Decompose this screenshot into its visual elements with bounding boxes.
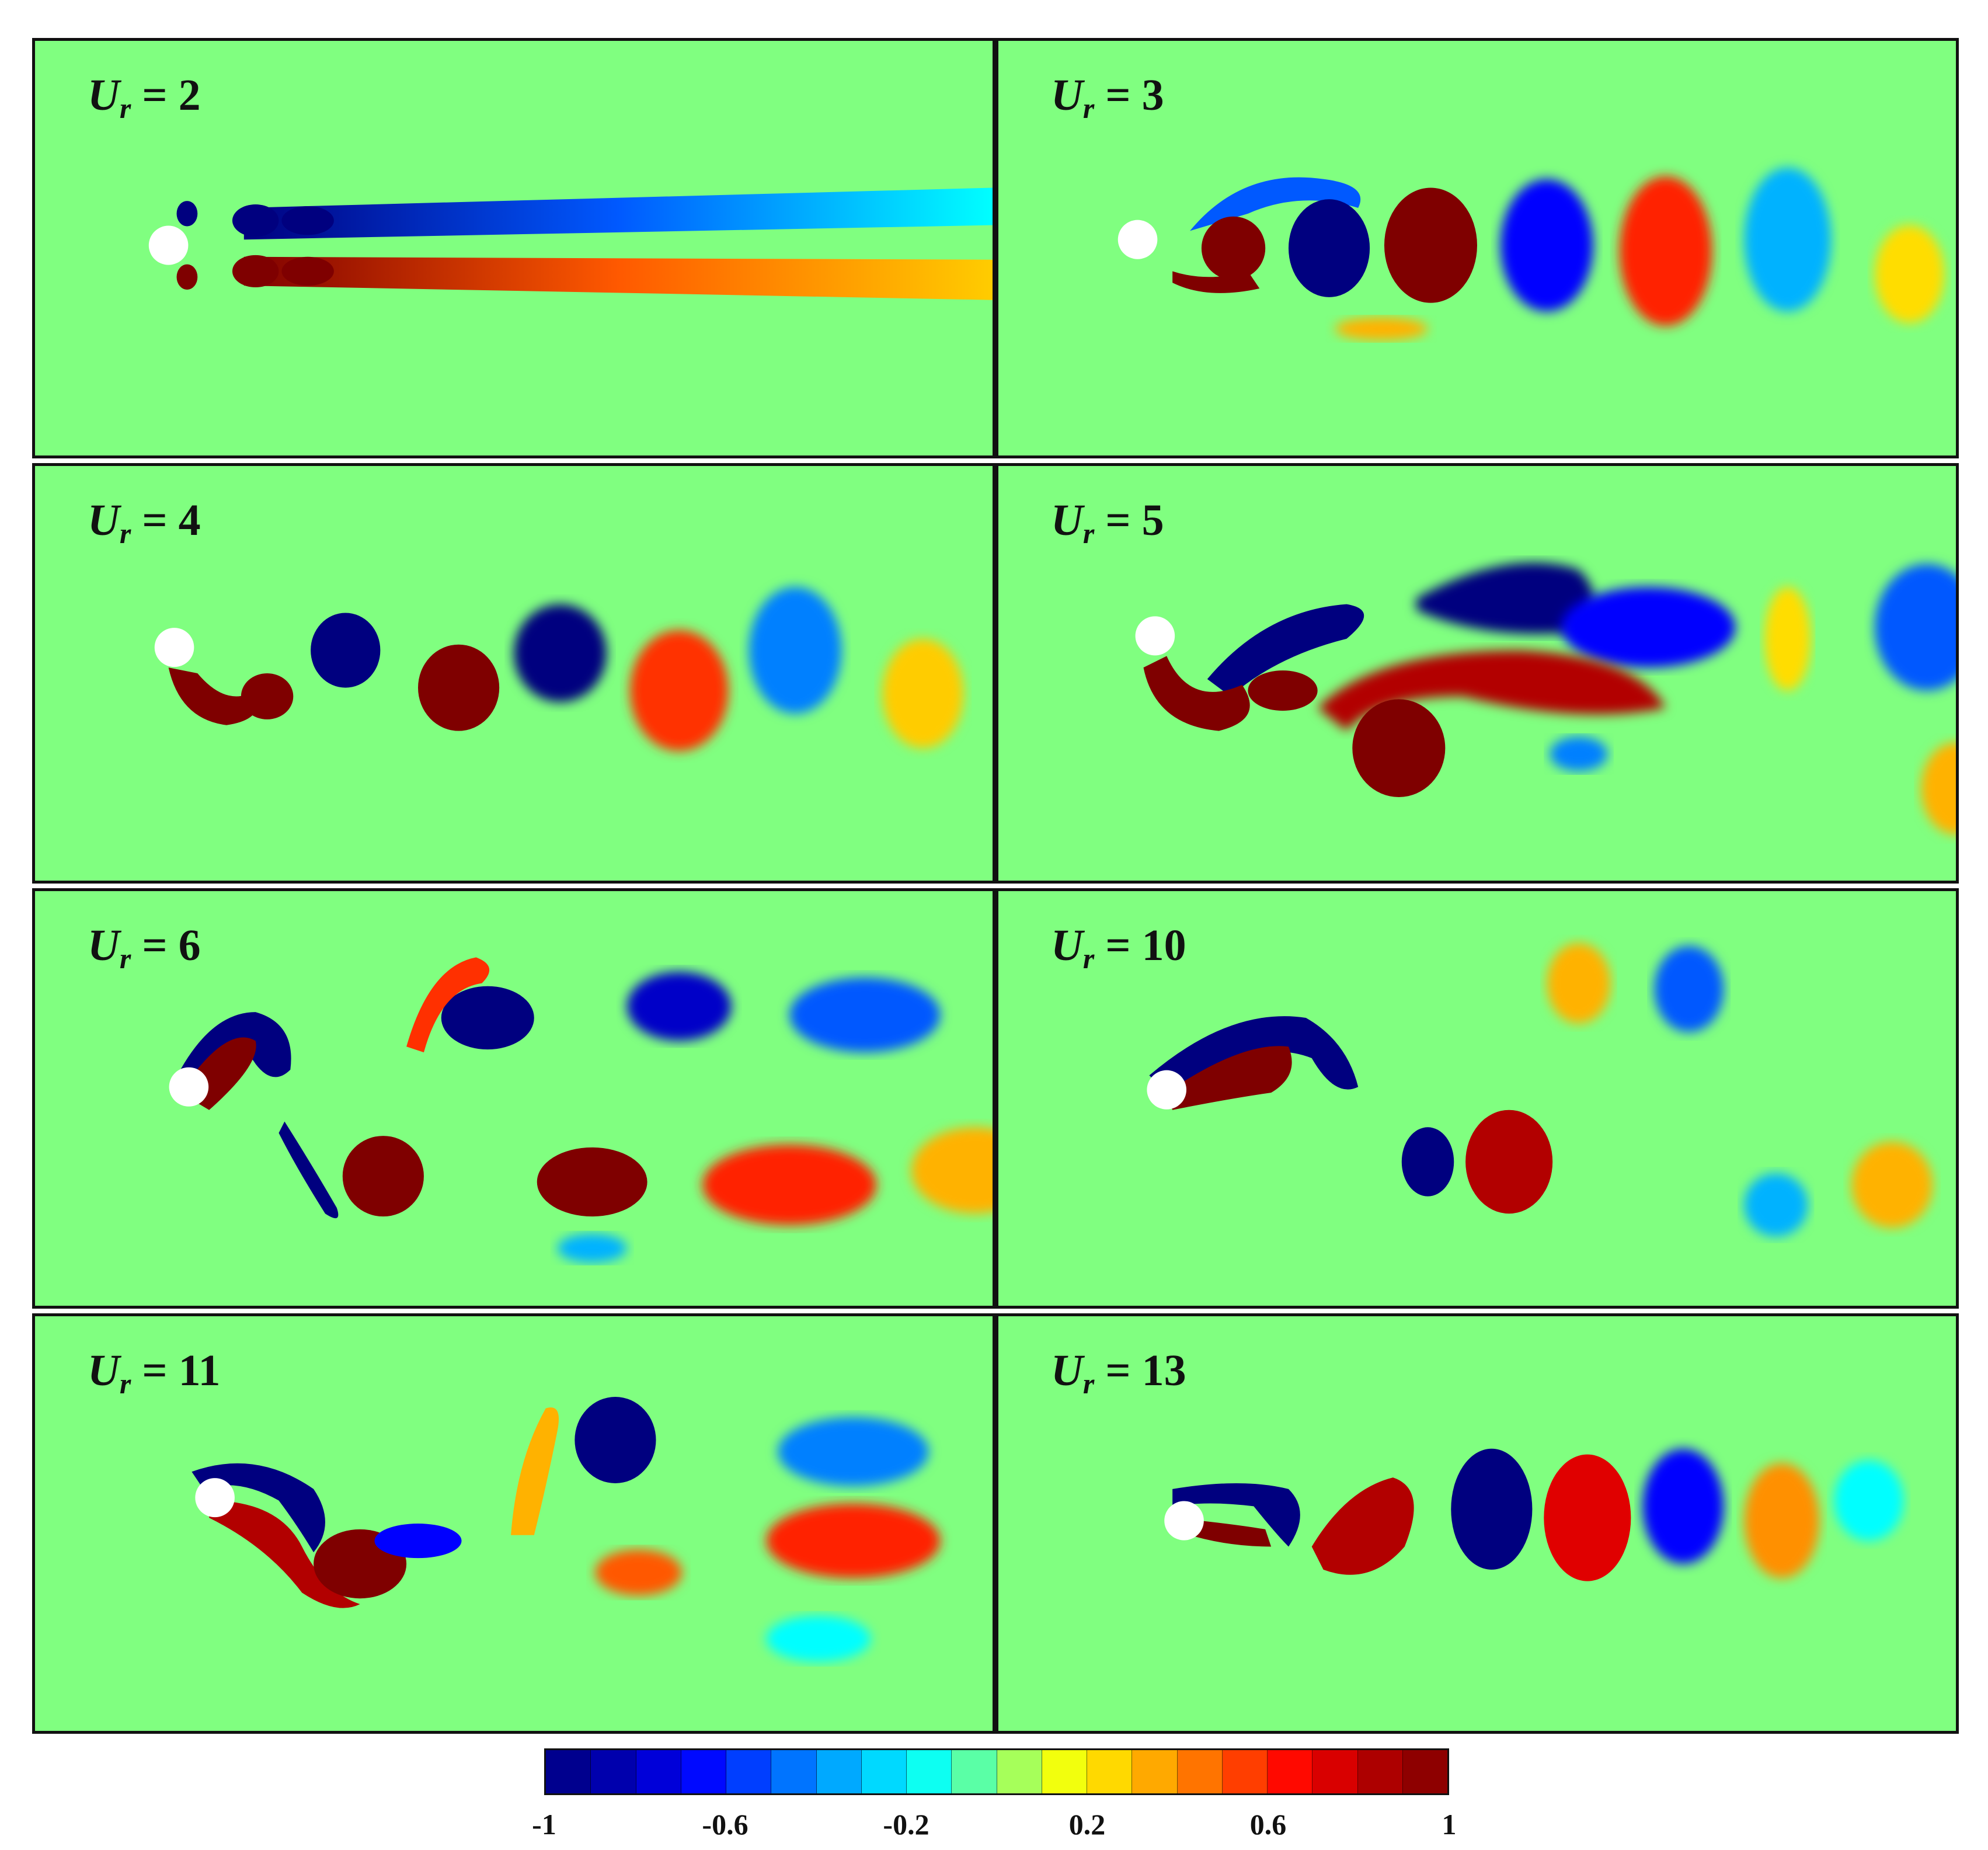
panel-ur-6: Ur = 6 bbox=[32, 888, 995, 1309]
panel-label: Ur = 2 bbox=[88, 71, 201, 124]
colorbar-segment bbox=[952, 1750, 997, 1793]
panel-label: Ur = 4 bbox=[88, 496, 201, 550]
colorbar-segment bbox=[907, 1750, 952, 1793]
colorbar-segment bbox=[546, 1750, 591, 1793]
panel-ur-11: Ur = 11 bbox=[32, 1313, 995, 1734]
vorticity-field bbox=[1117, 167, 1945, 340]
panel-label: Ur = 13 bbox=[1051, 1346, 1186, 1400]
colorbar-segment bbox=[1357, 1750, 1403, 1793]
vorticity-field bbox=[154, 587, 964, 752]
panel-label: Ur = 11 bbox=[88, 1346, 221, 1400]
colorbar-segment bbox=[1312, 1750, 1358, 1793]
panel-label: Ur = 6 bbox=[88, 921, 201, 975]
colorbar-segment bbox=[1132, 1750, 1178, 1793]
colorbar-segment bbox=[1087, 1750, 1133, 1793]
colorbar-tick-label: -1 bbox=[532, 1808, 556, 1841]
colorbar bbox=[544, 1748, 1449, 1795]
vorticity-field bbox=[1147, 943, 1933, 1237]
panel-ur-10: Ur = 10 bbox=[995, 888, 1959, 1309]
colorbar-segment bbox=[591, 1750, 636, 1793]
colorbar-tick-label: 1 bbox=[1442, 1808, 1457, 1841]
colorbar-tick-label: -0.6 bbox=[702, 1808, 748, 1841]
colorbar-segment bbox=[1042, 1750, 1087, 1793]
colorbar-tick-label: 0.2 bbox=[1068, 1808, 1106, 1841]
vorticity-field bbox=[1164, 1448, 1904, 1581]
colorbar-segment bbox=[1222, 1750, 1268, 1793]
vorticity-field bbox=[1135, 562, 1956, 835]
colorbar-segment bbox=[636, 1750, 681, 1793]
panel-ur-2: Ur = 2 bbox=[32, 38, 995, 458]
panel-ur-4: Ur = 4 bbox=[32, 463, 995, 884]
colorbar-tick-label: 0.6 bbox=[1249, 1808, 1287, 1841]
panel-ur-13: Ur = 13 bbox=[995, 1313, 1959, 1734]
panel-label: Ur = 3 bbox=[1051, 71, 1164, 124]
panel-label: Ur = 5 bbox=[1051, 496, 1164, 550]
colorbar-segment bbox=[771, 1750, 817, 1793]
panel-label: Ur = 10 bbox=[1051, 921, 1186, 975]
vorticity-field bbox=[148, 187, 993, 300]
colorbar-segment bbox=[1402, 1750, 1447, 1793]
colorbar-segment bbox=[1177, 1750, 1223, 1793]
colorbar-segment bbox=[997, 1750, 1042, 1793]
colorbar-segment bbox=[681, 1750, 726, 1793]
colorbar-segment bbox=[816, 1750, 862, 1793]
panel-ur-5: Ur = 5 bbox=[995, 463, 1959, 884]
panel-ur-3: Ur = 3 bbox=[995, 38, 1959, 458]
colorbar-tick-label: -0.2 bbox=[883, 1808, 929, 1841]
vorticity-field bbox=[192, 1397, 941, 1662]
vorticity-field bbox=[169, 957, 993, 1263]
colorbar-segment bbox=[726, 1750, 772, 1793]
colorbar-segment bbox=[861, 1750, 907, 1793]
colorbar-segment bbox=[1268, 1750, 1313, 1793]
